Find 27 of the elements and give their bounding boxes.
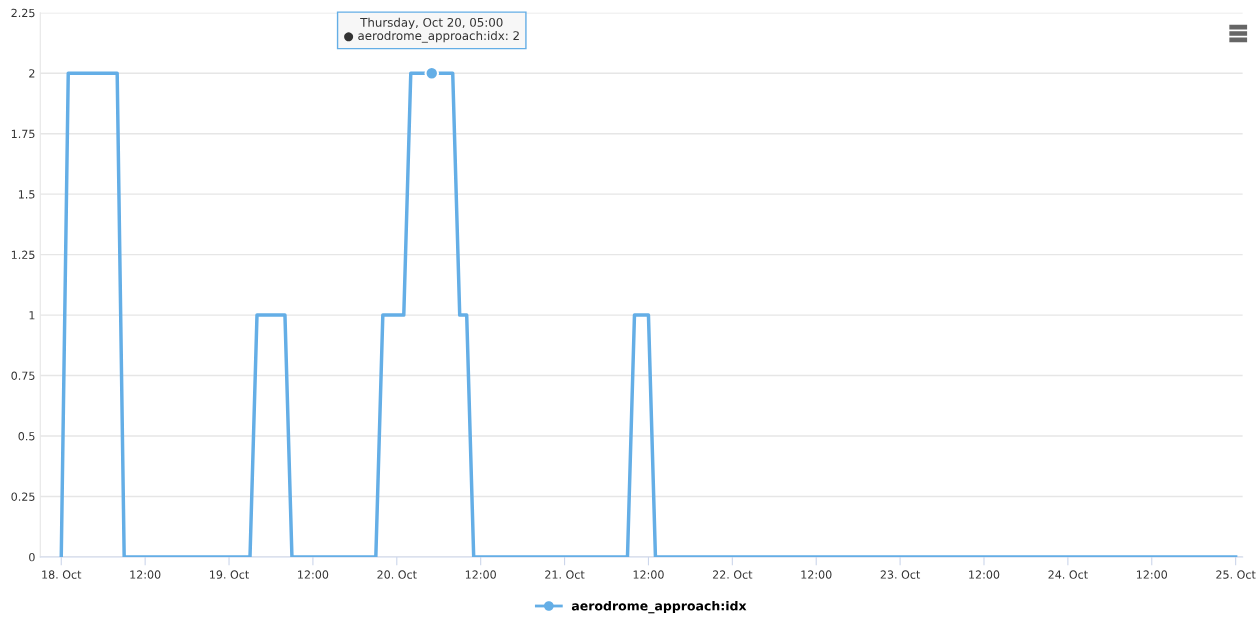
y-tick-label: 0.75 (11, 371, 35, 380)
x-tick-label: 24. Oct (1048, 570, 1088, 579)
x-tick-label: 12:00 (298, 570, 329, 579)
x-tick-label: 12:00 (801, 570, 832, 579)
x-tick-label: 12:00 (1136, 570, 1168, 579)
annotation: Thursday, Oct 20, 05:00 ● aerodrome_approach:idx: 2 (344, 17, 519, 43)
x-tick-label: 12:00 (130, 570, 161, 579)
x-tick-label: 23. Oct (880, 570, 921, 579)
y-tick-label: 1.5 (18, 190, 35, 199)
y-tick-label: 2 (29, 69, 35, 78)
y-tick-label: 2.25 (11, 8, 35, 18)
x-tick-label: 12:00 (465, 570, 496, 579)
y-tick-label: 1.25 (11, 250, 35, 260)
x-tick-label: 12:00 (633, 570, 664, 579)
y-tick-label: 1.75 (11, 129, 35, 139)
x-tick-label: 18. Oct (42, 570, 82, 579)
x-tick-label: 25. Oct (1216, 570, 1256, 579)
y-tick-label: 0.25 (11, 492, 35, 501)
y-tick-label: 0 (29, 552, 35, 562)
x-tick-label: 22. Oct (712, 570, 753, 579)
x-tick-label: 20. Oct (377, 570, 417, 579)
y-tick-label: 1 (29, 311, 35, 320)
legend-label: aerodrome_approach:idx (571, 600, 747, 614)
x-tick-label: 12:00 (969, 570, 1000, 579)
y-tick-label: 0.5 (18, 432, 35, 441)
x-tick-label: 21. Oct (545, 570, 585, 579)
x-tick-label: 19. Oct (210, 570, 249, 579)
